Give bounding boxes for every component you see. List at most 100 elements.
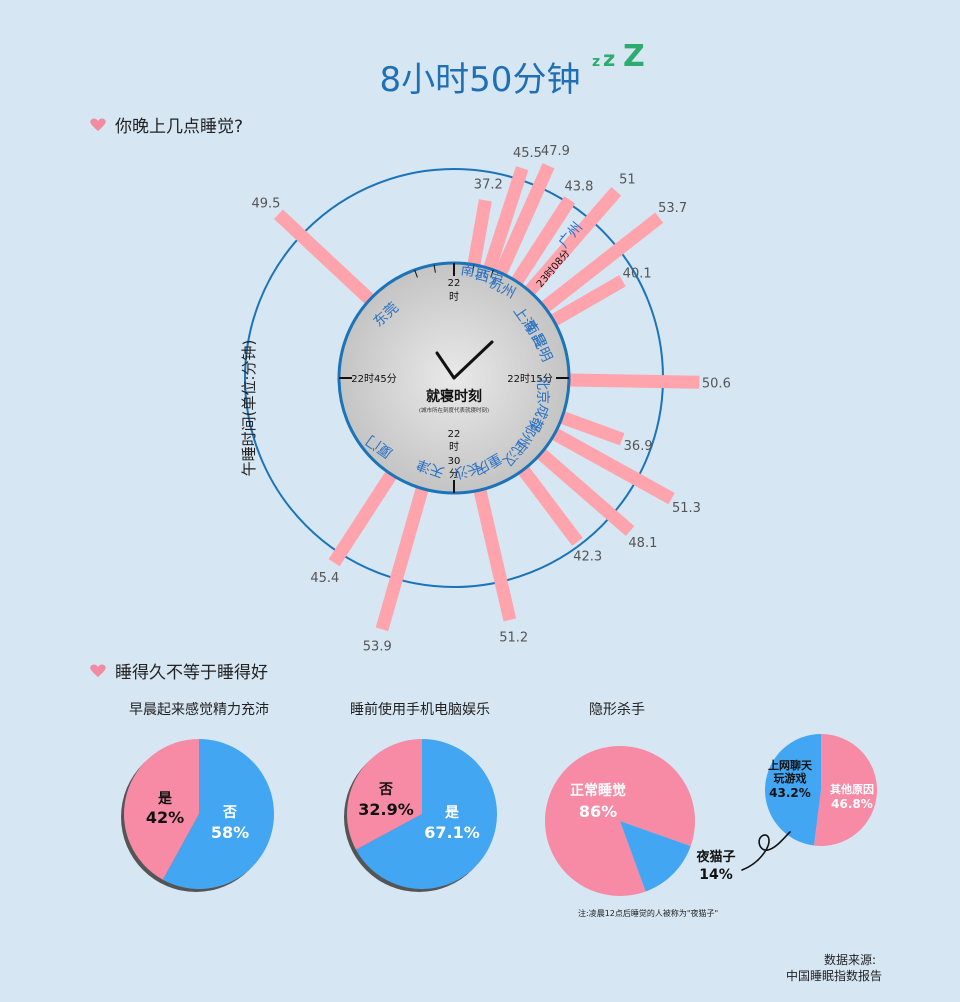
radial-bar (540, 212, 664, 313)
footer-source-name: 中国睡眠指数报告 (786, 968, 882, 983)
bars-layer (273, 163, 700, 632)
pie4-slice1-name-l2: 玩游戏 (774, 771, 807, 785)
radial-bar (568, 373, 700, 389)
page-title: 8小时50分钟 (380, 60, 581, 100)
clock-subtitle: (城市所在刻度代表就寝时刻) (419, 406, 489, 414)
radial-bar (494, 163, 555, 276)
radial-bar (559, 411, 625, 446)
radial-bar (473, 488, 517, 622)
bar-value-label: 49.5 (252, 197, 281, 212)
pie-slice (620, 821, 691, 892)
tick-label-2230-line4: 分 (449, 468, 459, 480)
tick-label-22-line2: 时 (449, 291, 459, 303)
pie2-title: 睡前使用手机电脑娱乐 (350, 701, 490, 718)
radial-bar (273, 209, 375, 305)
tick-label-22-line1: 22 (448, 278, 461, 289)
tick-label-2230: 22 时 30 分 (448, 429, 461, 480)
tick-label-2230-line2: 时 (449, 441, 459, 453)
city-label: 长沙 (451, 459, 482, 482)
clock-minor-tick (433, 264, 436, 273)
bar-value-label: 36.9 (624, 439, 653, 454)
pie4-slice2-label: 46.8% (831, 797, 873, 811)
clock-ticks-layer (339, 263, 569, 493)
bar-value-label: 53.9 (363, 640, 392, 655)
radial-bar (551, 428, 675, 505)
pie4-slice1-name-l1: 上网聊天 (768, 758, 813, 772)
radial-bar (467, 199, 492, 266)
radial-bar-chart: 37.2 45.5 47.9 43.8 51 53.7 40.1 50.6 36.9 51.3 48… (240, 144, 731, 654)
radial-bar (328, 470, 397, 567)
tick-label-2215: 22时15分 (507, 373, 552, 385)
pie2-slice2-label: 67.1% (424, 823, 480, 842)
tick-label-2245: 22时45分 (351, 373, 396, 385)
radial-bar (483, 166, 529, 271)
pie4-slice2-name: 其他原因 (830, 782, 874, 796)
pie3-slice2-label: 14% (699, 867, 733, 883)
pie2-slice2-name: 是 (445, 805, 460, 821)
pie3-title: 隐形杀手 (589, 702, 645, 718)
bar-value-label: 40.1 (623, 266, 652, 281)
pie4-slice1-label: 43.2% (769, 786, 811, 800)
bar-value-label: 51.3 (672, 501, 701, 516)
bar-value-label: 37.2 (474, 178, 503, 193)
pie-slice (356, 739, 497, 889)
axis-label: 午睡时间(单位:分钟) (240, 340, 258, 477)
section1-heading: 你晚上几点睡觉? (115, 117, 243, 137)
clock-hand-minute (452, 340, 494, 380)
footer-source-label: 数据来源: (824, 952, 876, 967)
city-label: 南京 (460, 262, 490, 282)
section2-heading: 睡得久不等于睡得好 (115, 663, 268, 683)
zzz-letter-2: z (603, 47, 615, 71)
bar-value-label: 42.3 (573, 549, 602, 564)
pie-slice (123, 739, 199, 880)
heart-icon (90, 118, 106, 131)
bar-value-label: 53.7 (658, 201, 687, 216)
bar-value-label: 45.4 (310, 571, 339, 586)
pie2-slice1-name: 否 (378, 782, 393, 798)
radial-bar (550, 275, 626, 327)
pie-slice (764, 734, 821, 846)
radial-bar (536, 448, 635, 536)
bar-value-label: 45.5 (513, 146, 542, 161)
tick-label-2230-line1: 22 (448, 429, 461, 440)
pies-layer (121, 734, 877, 896)
tick-label-2230-line3: 30 (448, 456, 461, 467)
pie-slice (813, 734, 877, 846)
radial-bar (524, 187, 622, 296)
radial-bar (375, 486, 429, 632)
pie1-title: 早晨起来感觉精力充沛 (129, 701, 269, 718)
pie3-slice2-name: 夜猫子 (695, 849, 735, 865)
connector-squiggle (741, 831, 791, 871)
zzz-letter-1: z (592, 54, 600, 70)
clock-minor-tick (490, 269, 494, 278)
pie3-note: 注:凌晨12点后睡觉的人被称为"夜猫子" (578, 908, 718, 918)
pie-slice (162, 739, 274, 889)
pie-slice (346, 739, 422, 850)
city-label: 北京 (534, 376, 550, 404)
clock-hand-hour (435, 351, 456, 380)
radial-bar (518, 465, 583, 546)
pie3-slice1-name: 正常睡觉 (570, 782, 626, 799)
clock-minor-tick (472, 264, 475, 273)
city-label: 西宁 (473, 266, 504, 290)
tick-label-22: 22 时 (448, 278, 461, 303)
bar-value-label: 50.6 (702, 377, 731, 392)
bar-value-label: 51.2 (499, 631, 528, 646)
pie1-slice1-label: 42% (146, 808, 184, 827)
zzz-letter-3: Z (623, 39, 645, 74)
bar-value-label: 51 (619, 172, 636, 187)
heart-icon-2 (90, 664, 106, 677)
radial-bar (511, 196, 576, 286)
pie1-slice1-name: 是 (158, 791, 173, 807)
pie2-slice1-label: 32.9% (358, 800, 414, 819)
bar-value-label: 47.9 (541, 144, 570, 159)
clock-minor-tick (414, 269, 418, 278)
value-labels-layer: 37.2 45.5 47.9 43.8 51 53.7 40.1 50.6 36.9 51.3 48… (252, 144, 731, 654)
bar-value-label: 48.1 (628, 536, 657, 551)
pie1-slice2-label: 58% (211, 823, 249, 842)
pie1-slice2-name: 否 (222, 805, 237, 821)
bar-value-label: 43.8 (564, 180, 593, 195)
pie3-slice1-label: 86% (579, 802, 617, 821)
clock-title: 就寝时刻 (426, 388, 482, 405)
